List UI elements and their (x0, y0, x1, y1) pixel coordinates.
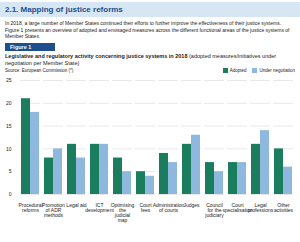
svg-text:15: 15 (6, 123, 12, 129)
svg-text:25: 25 (6, 77, 12, 83)
svg-text:Legalprofessions: Legalprofessions (248, 202, 274, 213)
svg-text:Optimisingthejudicialmap: Optimisingthejudicialmap (111, 202, 135, 223)
html-text:ICT: ICT (95, 201, 104, 208)
svg-text:Councilfor thejudiciary: Councilfor thejudiciary (204, 202, 224, 218)
svg-text:Judges: Judges (183, 202, 200, 208)
svg-text:Courtfees: Courtfees (139, 202, 152, 213)
svg-text:10: 10 (6, 145, 12, 151)
svg-text:5: 5 (9, 168, 12, 174)
svg-text:Administrationof courts: Administrationof courts (153, 202, 185, 213)
html-text:Legislative and regulatory act: Legislative and regulatory activity conc… (5, 52, 277, 66)
html-text:Adopted: Adopted (229, 67, 247, 73)
html-text:Figure 1: Figure 1 (10, 43, 32, 50)
html-text:2.1. Mapping of justice reform: 2.1. Mapping of justice reforms (5, 5, 123, 14)
html-text:In 2018, a large number of Mem: In 2018, a large number of Member States… (5, 20, 290, 39)
html-text:Under negotiation: Under negotiation (259, 67, 295, 73)
svg-text:Promotionof ADRmethods: Promotionof ADRmethods (42, 202, 65, 218)
svg-text:Legal aid: Legal aid (66, 202, 87, 208)
html-text:Court: Court (231, 201, 244, 208)
svg-text:Proceduralreforms: Proceduralreforms (18, 202, 42, 213)
svg-text:20: 20 (6, 100, 12, 106)
html-text:specialisation: specialisation (222, 206, 253, 213)
svg-text:0: 0 (9, 191, 12, 197)
svg-text:Otheractivities: Otheractivities (274, 202, 294, 213)
html-text:Source: European Commission (*: Source: European Commission (*) (5, 67, 74, 73)
html-text:development: development (85, 206, 114, 213)
